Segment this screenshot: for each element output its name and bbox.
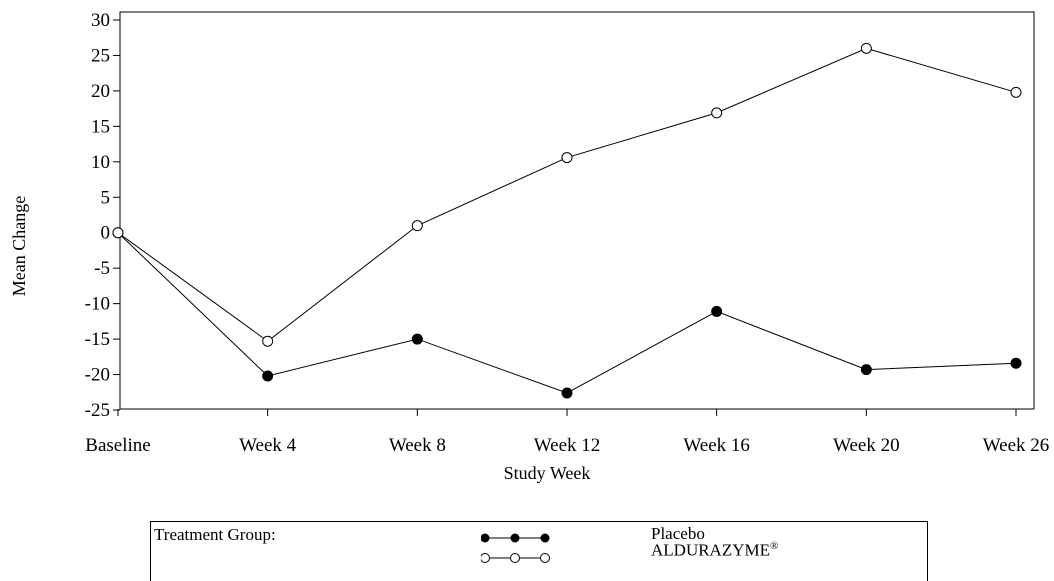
x-tick-label: Week 16: [683, 435, 750, 456]
data-point: [860, 42, 872, 54]
x-tick-label: Baseline: [85, 435, 150, 456]
data-point: [711, 305, 723, 317]
y-axis-title: Mean Change: [9, 196, 29, 296]
data-point: [561, 152, 573, 164]
legend: Treatment Group: Placebo ALDURAZYME®: [150, 521, 928, 581]
y-tick-label: 30: [91, 10, 110, 31]
x-tick-label: Week 20: [833, 435, 900, 456]
data-point: [711, 107, 723, 119]
y-tick-label: 25: [91, 45, 110, 66]
data-point: [411, 220, 423, 232]
line-chart: 30 25 20 15 10 5 0 -5 -10 -15 -20 -25 Baseline Week …: [9, 10, 1049, 483]
y-tick-label: -20: [85, 365, 110, 386]
y-tick-label: 15: [91, 116, 110, 137]
y-tick-label: 20: [91, 81, 110, 102]
y-tick-label: -15: [85, 329, 110, 350]
legend-placebo-label: Placebo: [651, 524, 705, 543]
series-line: [117, 47, 1017, 342]
data-point: [561, 387, 573, 399]
x-axis: Baseline Week 4 Week 8 Week 12 Week 16 Week 2…: [85, 409, 1049, 456]
series-placebo: [112, 227, 1022, 399]
y-tick-label: 5: [101, 187, 111, 208]
data-point: [411, 333, 423, 345]
y-tick-label: -5: [94, 258, 110, 279]
series-line: [117, 232, 1017, 394]
y-axis: 30 25 20 15 10 5 0 -5 -10 -15 -20 -25: [85, 10, 120, 421]
legend-alder-label: ALDURAZYME®: [651, 540, 778, 561]
series-aldurazyme: [112, 42, 1022, 347]
y-tick-label: -25: [85, 400, 110, 421]
data-point: [262, 370, 274, 382]
x-axis-title: Study Week: [504, 463, 591, 483]
y-tick-label: -10: [85, 294, 110, 315]
legend-alder-swatch: [481, 553, 550, 563]
y-tick-label: 0: [101, 223, 111, 244]
data-point: [1010, 357, 1022, 369]
series-layer: [112, 42, 1022, 399]
plot-frame: [119, 11, 1035, 410]
legend-placebo-swatch: [481, 533, 550, 543]
legend-title: Treatment Group:: [154, 525, 276, 544]
data-point: [262, 335, 274, 347]
x-tick-label: Week 26: [983, 435, 1050, 456]
legend-swatches: [481, 533, 550, 563]
data-point: [1010, 86, 1022, 98]
x-tick-label: Week 8: [389, 435, 446, 456]
data-point: [112, 227, 124, 239]
y-tick-label: 10: [91, 152, 110, 173]
legend-alder-text: ALDURAZYME: [651, 540, 770, 560]
registered-mark: ®: [770, 540, 779, 552]
x-tick-label: Week 12: [534, 435, 601, 456]
x-tick-label: Week 4: [239, 435, 297, 456]
data-point: [860, 364, 872, 376]
